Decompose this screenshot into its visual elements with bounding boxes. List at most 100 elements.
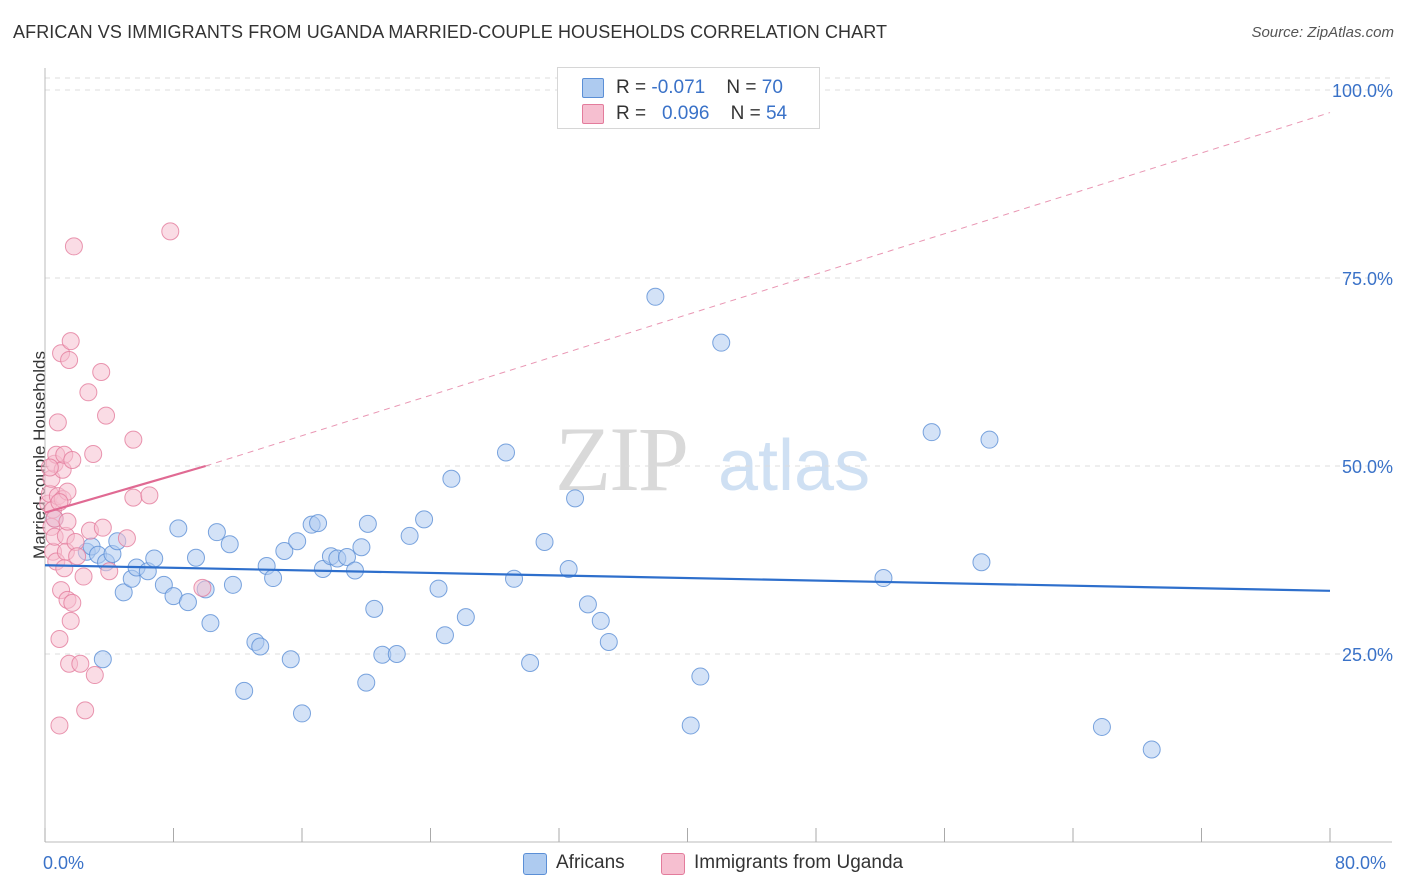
uganda-point	[124, 488, 143, 507]
africans-point	[400, 526, 419, 545]
n-label: N =	[730, 103, 766, 124]
uganda-point	[76, 701, 95, 720]
africans-point	[358, 514, 377, 533]
africans-point	[691, 667, 710, 686]
r-value: -0.071	[651, 77, 706, 98]
africans-point	[874, 569, 893, 588]
africans-point	[281, 650, 300, 669]
africans-point	[922, 423, 941, 442]
africans-point	[681, 716, 700, 735]
legend-swatch-uganda	[661, 853, 685, 875]
africans-point	[1092, 717, 1111, 736]
africans-point	[429, 579, 448, 598]
uganda-point	[85, 666, 104, 685]
uganda-point	[117, 529, 136, 548]
y-tick-label: 75.0%	[1342, 269, 1393, 289]
uganda-point	[193, 578, 212, 597]
uganda-point	[97, 406, 116, 425]
africans-point	[1142, 740, 1161, 759]
africans-point	[365, 599, 384, 618]
africans-point	[207, 523, 226, 542]
uganda-point	[50, 716, 69, 735]
africans-point	[178, 593, 197, 612]
africans-point	[972, 553, 991, 572]
africans-point	[201, 614, 220, 633]
africans-point	[275, 541, 294, 560]
uganda-point	[93, 518, 112, 537]
africans-point	[442, 469, 461, 488]
r-value: 0.096	[661, 103, 710, 124]
uganda-point	[58, 512, 77, 531]
n-value: 54	[765, 103, 788, 124]
uganda-point	[50, 629, 69, 648]
y-tick-label: 25.0%	[1342, 645, 1393, 665]
africans-point	[145, 549, 164, 568]
uganda-point	[124, 430, 143, 449]
uganda-point	[40, 458, 59, 477]
uganda-point	[92, 363, 111, 381]
africans-point	[591, 611, 610, 630]
uganda-point	[74, 567, 93, 586]
africans-point	[223, 575, 242, 594]
africans-point	[980, 430, 999, 449]
y-tick-label: 100.0%	[1332, 81, 1393, 101]
n-value: 70	[761, 77, 783, 98]
africans-point	[599, 632, 618, 651]
africans-point	[337, 547, 356, 566]
uganda-trend-extension	[205, 112, 1331, 467]
africans-point	[712, 333, 731, 352]
uganda-trend-line	[44, 464, 206, 514]
uganda-point	[63, 593, 82, 612]
africans-point	[169, 519, 188, 538]
africans-point	[559, 560, 578, 579]
x-tick-label-min: 0.0%	[43, 853, 85, 873]
legend-swatch-africans	[523, 853, 547, 875]
africans-point	[251, 637, 270, 656]
africans-point	[114, 583, 133, 602]
africans-point	[535, 532, 554, 551]
africans-point	[293, 704, 311, 723]
africans-point	[264, 569, 283, 588]
africans-point	[186, 548, 205, 567]
uganda-point	[63, 450, 82, 469]
africans-point	[235, 681, 254, 700]
africans-point	[309, 514, 328, 533]
africans-point	[435, 626, 454, 645]
africans-point	[578, 595, 597, 614]
uganda-point	[140, 486, 159, 505]
uganda-point	[61, 611, 80, 630]
africans-point	[456, 608, 475, 627]
uganda-point	[71, 654, 90, 673]
watermark-atlas: atlas	[718, 426, 870, 506]
africans-point	[521, 654, 540, 673]
x-tick-label-max: 80.0%	[1335, 853, 1387, 873]
africans-point	[496, 443, 515, 462]
africans-point	[220, 535, 239, 554]
legend-swatch-africans	[582, 78, 604, 98]
uganda-point	[79, 383, 98, 402]
uganda-point	[68, 547, 87, 566]
y-tick-label: 50.0%	[1342, 457, 1393, 477]
legend-label-uganda: Immigrants from Uganda	[694, 852, 904, 873]
uganda-point	[64, 237, 83, 256]
legend-swatch-uganda	[582, 104, 604, 124]
africans-point	[646, 287, 665, 306]
source-label: Source: ZipAtlas.com	[1251, 24, 1394, 41]
n-label: N =	[726, 77, 762, 98]
africans-point	[566, 489, 585, 508]
uganda-point	[55, 559, 74, 578]
africans-point	[352, 538, 371, 557]
africans-trend-line	[44, 564, 1331, 592]
uganda-point	[84, 444, 103, 463]
uganda-point	[61, 332, 80, 351]
uganda-point	[48, 413, 67, 432]
africans-point	[357, 673, 376, 692]
uganda-point	[161, 222, 180, 241]
correlation-legend: R = -0.071 N = 70 R = 0.096 N = 54	[557, 67, 820, 129]
uganda-point	[60, 350, 79, 369]
africans-point	[415, 510, 434, 529]
africans-point	[313, 560, 332, 579]
r-label: R =	[616, 77, 652, 98]
africans-point	[387, 645, 406, 663]
